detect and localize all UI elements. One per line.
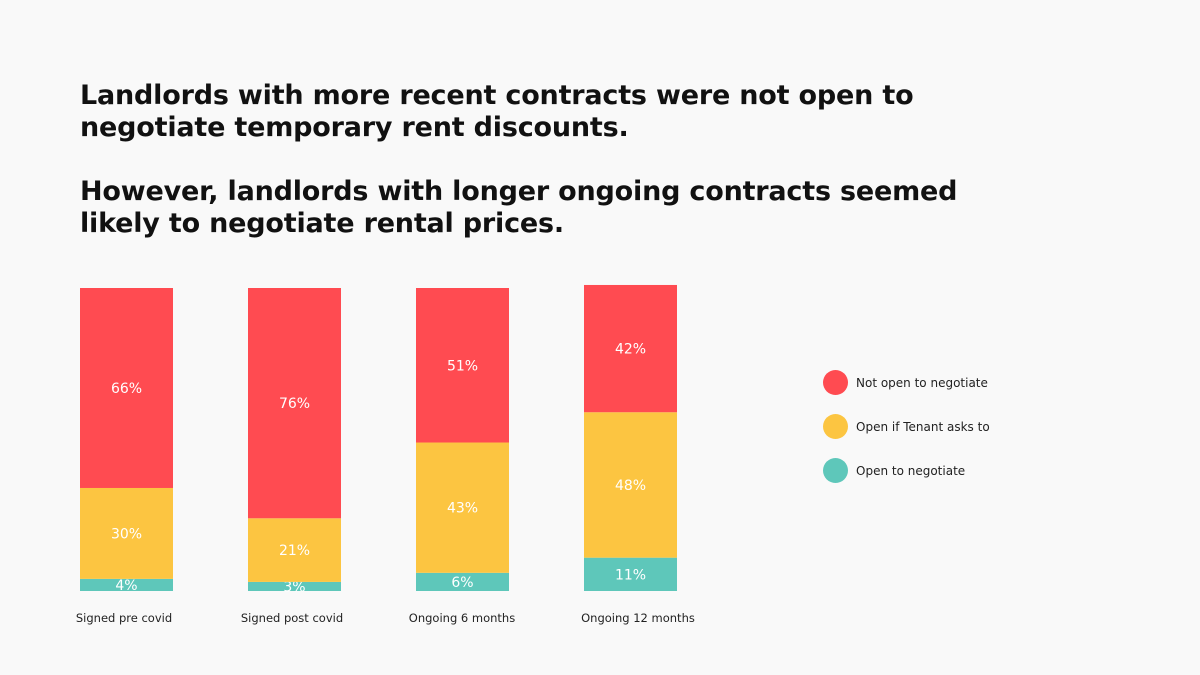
bar-ongoing-6-months-open-to-negotiate: [416, 572, 509, 591]
legend-swatch-not-open: [823, 370, 848, 395]
bar-signed-post-covid-open-if-tenant-asks-to: [248, 518, 341, 582]
data-label-signed-pre-covid-open-to-negotiate: 4%: [115, 578, 137, 594]
data-label-ongoing-6-months-open-if-tenant-asks-to: 43%: [447, 501, 478, 517]
data-label-ongoing-12-months-open-to-negotiate: 11%: [615, 567, 646, 583]
data-label-ongoing-6-months-open-to-negotiate: 6%: [451, 575, 473, 591]
bar-signed-pre-covid-open-if-tenant-asks-to: [80, 487, 173, 579]
legend-label-not-open: Not open to negotiate: [856, 375, 988, 390]
legend-swatch-open: [823, 458, 848, 483]
bar-ongoing-6-months-open-if-tenant-asks-to: [416, 442, 509, 573]
bar-ongoing-6-months-not-open-to-negotiate: [416, 288, 509, 443]
data-label-ongoing-12-months-open-if-tenant-asks-to: 48%: [615, 478, 646, 494]
legend-label-open: Open to negotiate: [856, 463, 966, 478]
bar-signed-pre-covid-open-to-negotiate: [80, 578, 173, 591]
bar-ongoing-12-months-open-if-tenant-asks-to: [584, 412, 677, 558]
headline-primary: Landlords with more recent contracts wer…: [80, 80, 914, 143]
bar-ongoing-12-months-open-to-negotiate: [584, 557, 677, 591]
category-label-ongoing-12-months: Ongoing 12 months: [581, 611, 695, 625]
category-label-ongoing-6-months: Ongoing 6 months: [409, 611, 515, 625]
bar-signed-post-covid-open-to-negotiate: [248, 581, 341, 591]
bar-signed-pre-covid-not-open-to-negotiate: [80, 288, 173, 488]
data-label-signed-post-covid-open-if-tenant-asks-to: 21%: [279, 543, 310, 559]
data-label-ongoing-6-months-not-open-to-negotiate: 51%: [447, 358, 478, 374]
legend-item-open: Open to negotiate: [823, 458, 990, 483]
data-label-signed-pre-covid-not-open-to-negotiate: 66%: [111, 381, 142, 397]
data-label-signed-pre-covid-open-if-tenant-asks-to: 30%: [111, 526, 142, 542]
legend-swatch-open-if-asked: [823, 414, 848, 439]
bar-signed-post-covid-not-open-to-negotiate: [248, 288, 341, 519]
data-label-ongoing-12-months-not-open-to-negotiate: 42%: [615, 342, 646, 358]
legend-item-not-open: Not open to negotiate: [823, 370, 990, 395]
headline-secondary: However, landlords with longer ongoing c…: [80, 176, 958, 239]
category-label-signed-post-covid: Signed post covid: [241, 611, 343, 625]
category-label-signed-pre-covid: Signed pre covid: [76, 611, 172, 625]
legend-label-open-if-asked: Open if Tenant asks to: [856, 419, 990, 434]
bar-ongoing-12-months-not-open-to-negotiate: [584, 284, 677, 413]
data-label-signed-post-covid-not-open-to-negotiate: 76%: [279, 396, 310, 412]
chart-legend: Not open to negotiate Open if Tenant ask…: [823, 370, 990, 502]
legend-item-open-if-asked: Open if Tenant asks to: [823, 414, 990, 439]
data-label-signed-post-covid-open-to-negotiate: 3%: [283, 579, 305, 595]
